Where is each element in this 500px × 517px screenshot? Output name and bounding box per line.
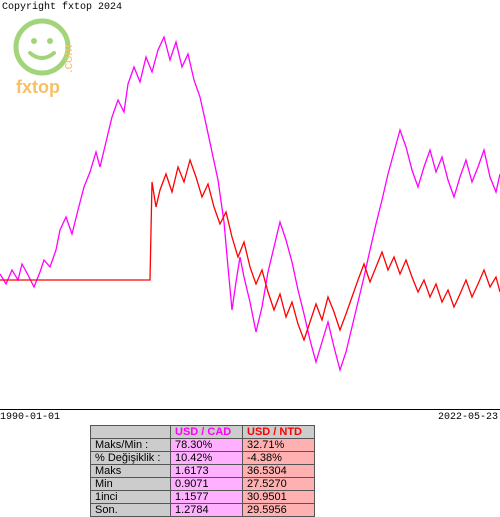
stats-table: USD / CAD USD / NTD Maks/Min :78.30%32.7… [90,425,315,517]
cell-value: 1.1577 [171,491,243,504]
cell-value: 29.5956 [243,504,315,517]
x-axis-start-date: 1990-01-01 [0,412,60,423]
x-axis-end-date: 2022-05-23 [438,412,498,423]
series-line [0,37,500,370]
table-row: Min0.907127.5270 [91,478,315,491]
row-label: Maks/Min : [91,439,171,452]
cell-value: 30.9501 [243,491,315,504]
header-series1: USD / CAD [171,426,243,439]
cell-value: 32.71% [243,439,315,452]
table-row: % Değişiklik :10.42%-4.38% [91,452,315,465]
row-label: 1inci [91,491,171,504]
series-line [0,160,500,340]
cell-value: 1.2784 [171,504,243,517]
header-blank [91,426,171,439]
table-header-row: USD / CAD USD / NTD [91,426,315,439]
row-label: Son. [91,504,171,517]
cell-value: 27.5270 [243,478,315,491]
chart-svg [0,12,500,410]
chart-plot-area [0,12,500,410]
row-label: % Değişiklik : [91,452,171,465]
table-row: Maks/Min :78.30%32.71% [91,439,315,452]
cell-value: 78.30% [171,439,243,452]
cell-value: 10.42% [171,452,243,465]
cell-value: 36.5304 [243,465,315,478]
table-row: 1inci1.157730.9501 [91,491,315,504]
table-row: Maks1.617336.5304 [91,465,315,478]
table-row: Son.1.278429.5956 [91,504,315,517]
cell-value: 1.6173 [171,465,243,478]
row-label: Min [91,478,171,491]
header-series2: USD / NTD [243,426,315,439]
row-label: Maks [91,465,171,478]
cell-value: 0.9071 [171,478,243,491]
cell-value: -4.38% [243,452,315,465]
